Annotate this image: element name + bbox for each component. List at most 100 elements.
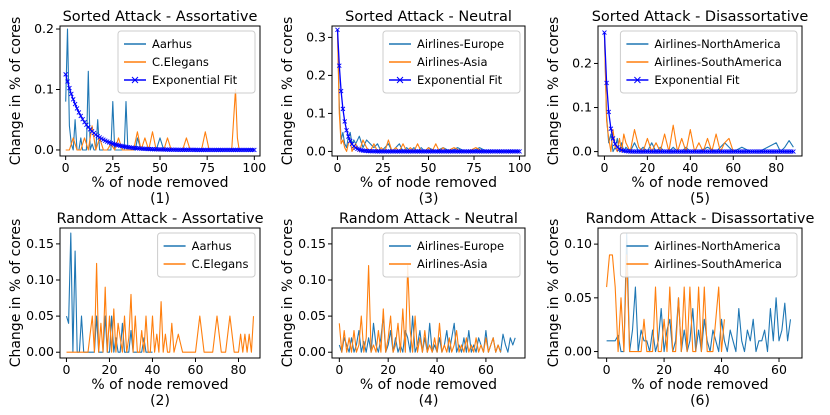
fit-marker <box>214 147 219 153</box>
fit-marker <box>240 147 246 153</box>
legend-label: Exponential Fit <box>654 73 740 87</box>
fit-marker <box>195 147 201 153</box>
fit-marker <box>174 147 180 153</box>
fit-marker <box>426 149 431 154</box>
x-tick-label: 100 <box>508 160 532 175</box>
fit-marker <box>400 149 406 154</box>
fit-marker <box>197 147 202 153</box>
fit-marker <box>440 149 446 154</box>
fit-marker <box>208 147 214 153</box>
y-tick-label: 0.1 <box>572 100 592 115</box>
x-tick-label: 0 <box>600 160 608 175</box>
fit-marker <box>444 149 450 154</box>
fit-marker <box>493 149 499 154</box>
fit-marker <box>608 126 614 132</box>
fit-marker <box>235 147 240 153</box>
y-tick-label: 0.10 <box>298 272 326 287</box>
x-tick-label: 100 <box>242 160 266 175</box>
fit-marker <box>335 27 340 33</box>
y-axis-label: Change in % of cores <box>8 17 24 166</box>
legend: Airlines-NorthAmerica Airlines-SouthAmeri… <box>619 232 798 278</box>
chart-title: Sorted Attack - Neutral <box>345 9 512 25</box>
x-tick-label: 0 <box>62 160 70 175</box>
fit-marker <box>488 149 493 154</box>
fit-marker <box>418 149 424 154</box>
fit-marker <box>515 149 521 154</box>
chart-p4: Random Attack - Neutral 0 20 40 60 0.00 0.05 0.… <box>280 211 526 409</box>
x-axis-label: % of node removed <box>631 377 768 393</box>
fit-marker <box>140 146 146 152</box>
y-tick-label: 0.00 <box>564 344 592 359</box>
fit-marker <box>489 149 495 154</box>
axes-frame <box>331 227 526 359</box>
fit-marker <box>167 147 172 152</box>
fit-marker <box>346 134 351 139</box>
fit-marker <box>189 147 195 153</box>
fit-marker <box>509 149 515 154</box>
fit-marker <box>201 147 206 153</box>
fit-marker <box>375 149 380 154</box>
fit-marker <box>420 149 426 154</box>
subplot-caption: (4) <box>419 393 439 409</box>
y-tick-label: 0.05 <box>26 308 54 323</box>
y-axis-label: Change in % of cores <box>280 17 296 166</box>
fit-marker <box>206 147 212 153</box>
series-line <box>65 88 255 151</box>
x-tick-label: 20 <box>102 362 118 377</box>
fit-marker <box>602 30 607 35</box>
x-tick-label: 75 <box>466 160 482 175</box>
fit-marker <box>202 147 208 153</box>
x-tick-label: 60 <box>771 362 787 377</box>
legend-label: Aarhus <box>192 239 232 253</box>
fit-marker <box>462 149 468 154</box>
y-tick-label: 0.0 <box>34 142 54 157</box>
fit-marker <box>382 149 388 154</box>
x-tick-label: 20 <box>380 362 396 377</box>
fit-marker <box>246 147 251 153</box>
fit-marker <box>500 149 506 154</box>
fit-marker <box>152 146 157 152</box>
x-tick-label: 75 <box>199 160 215 175</box>
fit-marker <box>471 149 477 154</box>
fit-marker <box>225 147 231 153</box>
x-tick-label: 25 <box>105 160 121 175</box>
fit-marker <box>387 149 393 154</box>
fit-marker <box>252 147 257 153</box>
legend-label: Airlines-Asia <box>417 257 488 271</box>
legend-box <box>382 232 521 278</box>
fit-marker <box>342 119 348 124</box>
fit-marker <box>389 149 395 154</box>
fit-marker <box>210 147 216 153</box>
legend-label: Airlines-SouthAmerica <box>654 257 782 271</box>
series-line <box>66 262 255 353</box>
fit-marker <box>513 149 519 154</box>
fit-marker <box>67 85 72 91</box>
fit-marker <box>82 119 87 125</box>
fit-marker <box>413 149 419 154</box>
y-tick-label: 0.05 <box>298 308 326 323</box>
fit-marker <box>442 149 448 154</box>
fit-marker <box>610 136 616 141</box>
fit-marker <box>495 149 501 154</box>
fit-marker <box>338 88 344 94</box>
fit-marker <box>176 147 182 153</box>
series-line <box>606 232 792 353</box>
fit-marker <box>178 147 184 153</box>
fit-marker <box>468 149 473 154</box>
subplot-caption: (6) <box>690 393 710 409</box>
subplot-caption: (1) <box>150 191 170 207</box>
y-tick-label: 0.15 <box>26 236 54 251</box>
fit-marker <box>148 146 153 152</box>
fit-marker <box>511 149 517 154</box>
x-tick-label: 50 <box>421 160 437 175</box>
fit-marker <box>231 147 236 153</box>
fit-marker <box>78 113 84 119</box>
fit-marker <box>378 149 384 154</box>
fit-marker <box>161 147 167 152</box>
legend-label: Airlines-Europe <box>417 239 504 253</box>
fit-marker <box>435 149 440 154</box>
legend-box <box>382 30 521 94</box>
y-axis-label: Change in % of cores <box>280 219 296 368</box>
subplot-caption: (3) <box>419 191 439 207</box>
fit-marker <box>373 149 379 154</box>
